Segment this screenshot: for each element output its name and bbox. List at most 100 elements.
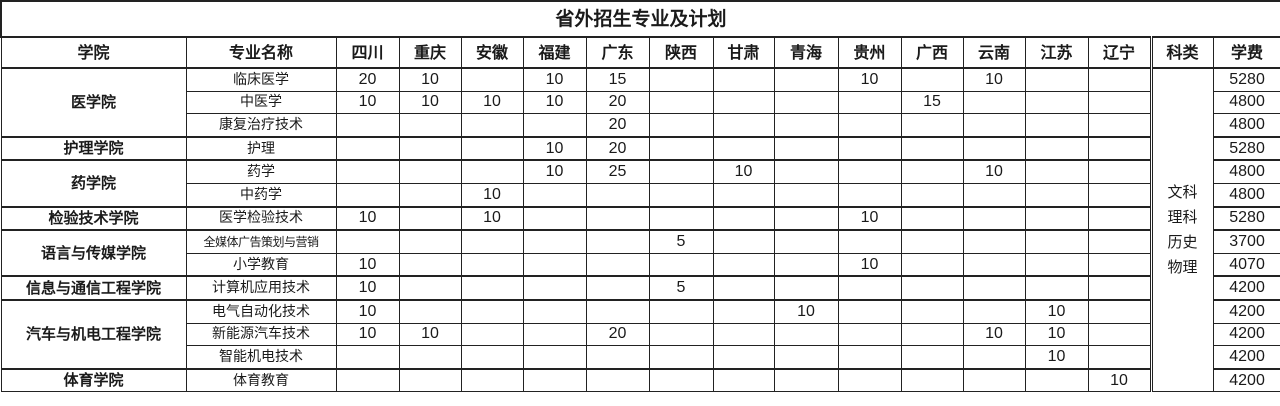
college-name: 护理学院 — [0, 135, 187, 161]
college-name: 检验技术学院 — [0, 205, 187, 231]
quota-cell — [648, 66, 714, 92]
header-province: 四川 — [335, 36, 400, 69]
quota-cell — [962, 135, 1026, 161]
table-row: 药学院 药学 10 25 10 10 4800 — [0, 159, 1280, 208]
quota-cell: 20 — [585, 113, 650, 138]
quota-cell — [1024, 135, 1089, 161]
quota-cell — [837, 113, 902, 138]
quota-cell: 10 — [837, 205, 902, 231]
quota-cell — [335, 345, 400, 370]
quota-cell: 10 — [335, 252, 400, 277]
tuition-fee: 4200 — [1212, 322, 1280, 347]
quota-cell — [962, 252, 1026, 277]
quota-cell — [712, 229, 775, 254]
table-title: 省外招生专业及计划 — [0, 0, 1280, 38]
college-name: 语言与传媒学院 — [0, 229, 187, 277]
quota-cell — [335, 135, 400, 161]
quota-cell — [398, 252, 462, 277]
quota-cell — [522, 205, 587, 231]
quota-cell — [335, 159, 400, 184]
quota-cell — [712, 66, 775, 92]
quota-cell — [398, 275, 462, 301]
quota-cell — [773, 135, 839, 161]
quota-cell — [1024, 182, 1089, 208]
subject-label: 理科 — [1167, 208, 1198, 227]
quota-cell — [1087, 229, 1152, 254]
header-province: 辽宁 — [1087, 36, 1152, 69]
tuition-fee: 4800 — [1212, 159, 1280, 184]
quota-cell — [837, 229, 902, 254]
quota-cell — [1087, 113, 1152, 138]
table-row: 护理学院 护理 10 20 5280 — [0, 135, 1280, 161]
tuition-fee: 4200 — [1212, 298, 1280, 324]
quota-cell — [962, 345, 1026, 370]
quota-cell — [460, 113, 524, 138]
quota-cell — [1087, 275, 1152, 301]
quota-cell — [712, 367, 775, 393]
table-row: 小学教育 10 10 4070 — [1, 252, 1280, 277]
quota-cell — [900, 345, 964, 370]
tuition-fee: 4200 — [1212, 275, 1280, 301]
quota-cell — [522, 298, 587, 324]
quota-cell: 10 — [837, 66, 902, 92]
quota-cell: 20 — [585, 135, 650, 161]
tuition-fee: 4800 — [1212, 182, 1280, 208]
quota-cell — [837, 322, 902, 347]
quota-cell: 10 — [335, 90, 400, 115]
quota-cell — [522, 252, 587, 277]
college-name: 医学院 — [0, 67, 187, 138]
quota-cell — [335, 182, 400, 208]
quota-cell — [648, 367, 714, 393]
quota-cell — [1087, 90, 1152, 115]
major-name: 智能机电技术 — [185, 345, 337, 370]
header-college: 学院 — [0, 36, 187, 69]
major-name: 中药学 — [185, 182, 337, 208]
quota-cell — [837, 367, 902, 393]
quota-cell — [460, 345, 524, 370]
quota-cell — [773, 90, 839, 115]
quota-cell — [648, 345, 714, 370]
table-row: 中药学 10 4800 — [1, 182, 1280, 208]
quota-cell — [648, 298, 714, 324]
tuition-fee: 5280 — [1212, 135, 1280, 161]
quota-cell: 10 — [522, 135, 587, 161]
major-name: 新能源汽车技术 — [185, 322, 337, 347]
quota-cell — [1024, 205, 1089, 231]
quota-cell — [712, 205, 775, 231]
quota-cell: 10 — [1024, 322, 1089, 347]
quota-cell: 20 — [335, 66, 400, 92]
major-name: 电气自动化技术 — [185, 298, 337, 324]
quota-cell — [398, 159, 462, 184]
header-province: 青海 — [773, 36, 839, 69]
quota-cell: 10 — [1024, 345, 1089, 370]
college-name: 药学院 — [0, 159, 187, 208]
quota-cell: 5 — [648, 229, 714, 254]
major-name: 医学检验技术 — [185, 205, 337, 231]
major-name: 小学教育 — [185, 252, 337, 277]
quota-cell — [398, 298, 462, 324]
quota-cell — [335, 113, 400, 138]
quota-cell — [585, 275, 650, 301]
major-name: 护理 — [185, 135, 337, 161]
quota-cell — [962, 182, 1026, 208]
quota-cell — [648, 322, 714, 347]
quota-cell — [460, 322, 524, 347]
quota-cell — [773, 367, 839, 393]
quota-cell: 10 — [773, 298, 839, 324]
quota-cell: 15 — [585, 66, 650, 92]
major-name: 药学 — [185, 159, 337, 184]
quota-cell — [1087, 298, 1152, 324]
major-name: 临床医学 — [185, 66, 337, 92]
quota-cell — [773, 159, 839, 184]
quota-cell — [773, 205, 839, 231]
quota-cell: 10 — [398, 90, 462, 115]
quota-cell — [773, 113, 839, 138]
quota-cell — [962, 229, 1026, 254]
quota-cell — [585, 298, 650, 324]
quota-cell — [460, 159, 524, 184]
quota-cell — [962, 113, 1026, 138]
quota-cell: 10 — [712, 159, 775, 184]
header-province: 广东 — [585, 36, 650, 69]
quota-cell — [900, 205, 964, 231]
quota-cell — [648, 205, 714, 231]
